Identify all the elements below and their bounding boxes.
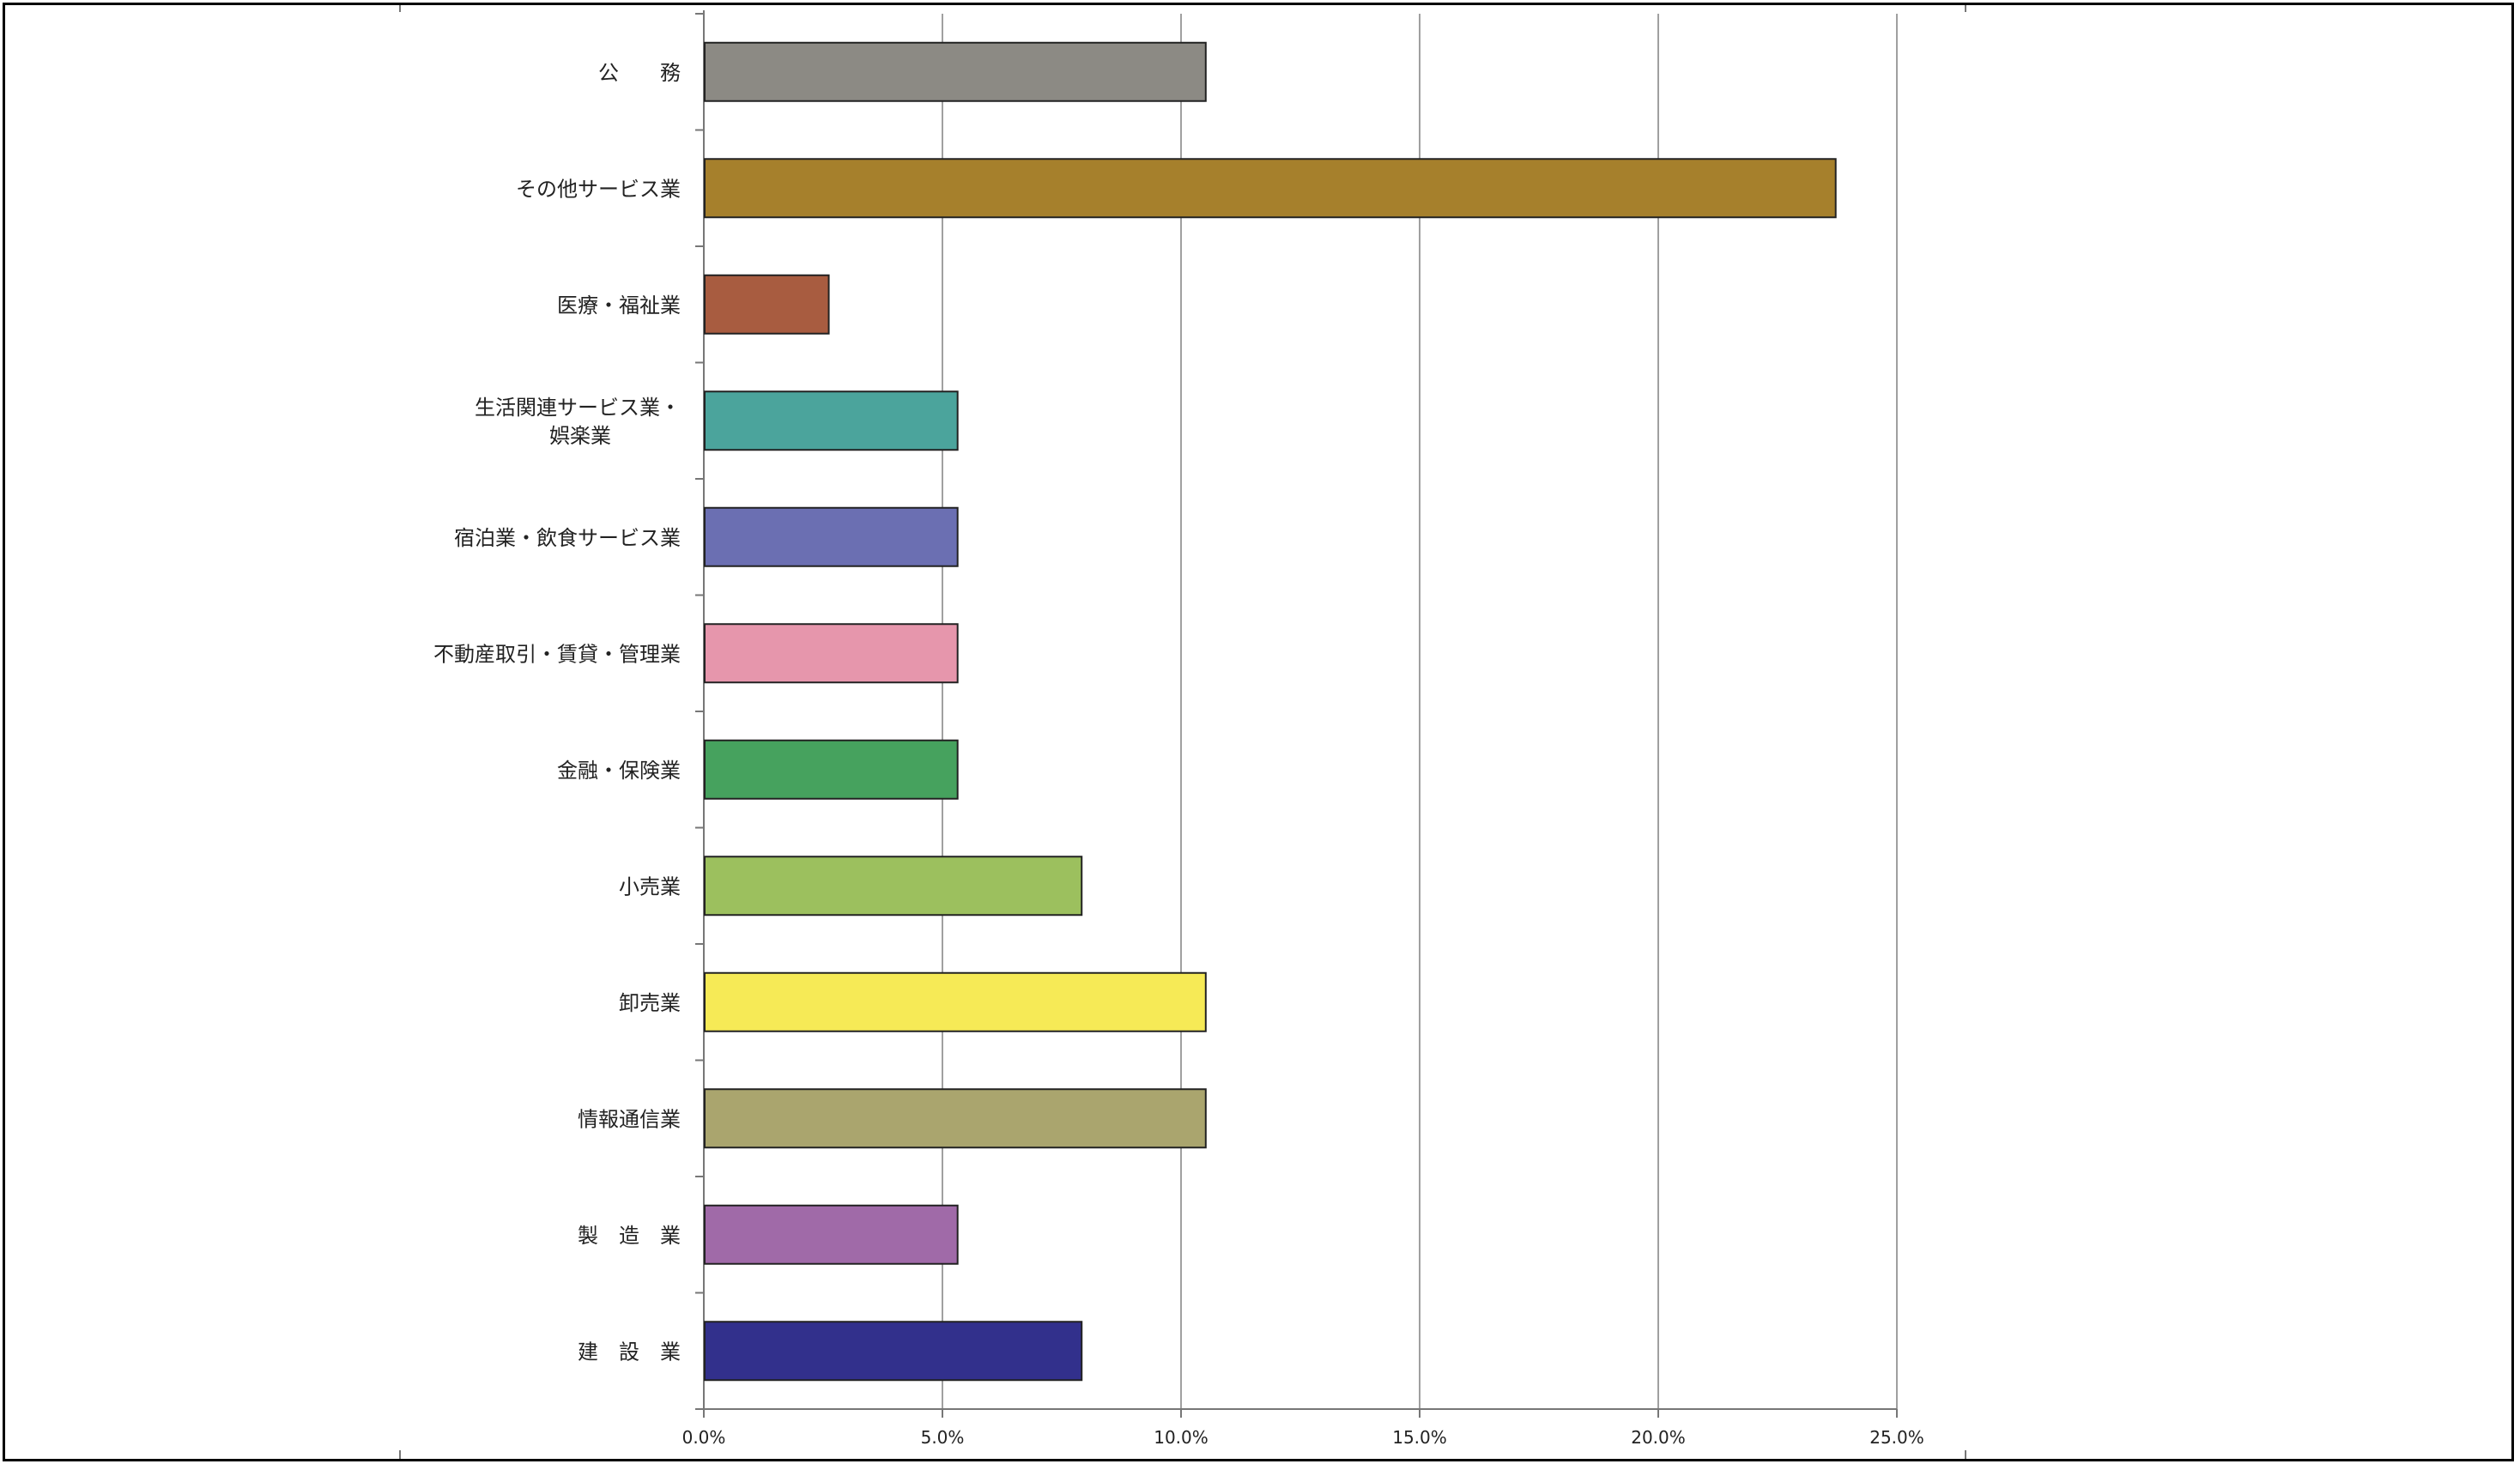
x-tick-label: 25.0%: [1869, 1427, 1924, 1448]
category-label: 製 造 業: [578, 1224, 681, 1248]
bar: [704, 1321, 1083, 1382]
bar: [704, 41, 1207, 102]
bar: [704, 856, 1083, 917]
x-tick-label: 20.0%: [1631, 1427, 1686, 1448]
x-tick-label: 10.0%: [1154, 1427, 1209, 1448]
x-tick-label: 0.0%: [682, 1427, 726, 1448]
bar: [704, 506, 959, 567]
x-tick-label: 15.0%: [1392, 1427, 1447, 1448]
bar: [704, 971, 1207, 1032]
x-tick-label: 5.0%: [921, 1427, 965, 1448]
chart-frame: [3, 3, 2514, 1461]
category-label: 不動産取引・賃貸・管理業: [433, 642, 681, 666]
bar: [704, 158, 1837, 219]
category-label: 情報通信業: [578, 1107, 681, 1131]
bar: [704, 739, 959, 800]
category-label: 卸売業: [619, 991, 681, 1015]
bar: [704, 1088, 1207, 1149]
bar: [704, 274, 830, 335]
category-label: 公 務: [598, 61, 681, 85]
category-label: 金融・保険業: [557, 759, 681, 783]
bar: [704, 390, 959, 451]
category-label: 建 設 業: [578, 1340, 681, 1364]
category-label: 宿泊業・飲食サービス業: [454, 526, 681, 550]
category-label: その他サービス業: [516, 177, 681, 201]
category-label: 生活関連サービス業・: [475, 396, 681, 420]
bar: [704, 1204, 959, 1265]
category-label: 娯楽業: [549, 424, 611, 448]
category-label: 小売業: [619, 874, 681, 898]
bar: [704, 623, 959, 684]
category-label: 医療・福祉業: [557, 293, 681, 318]
